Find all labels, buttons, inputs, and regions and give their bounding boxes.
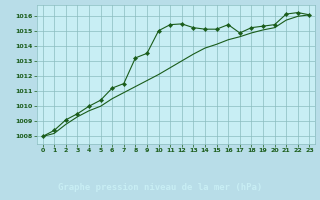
Text: Graphe pression niveau de la mer (hPa): Graphe pression niveau de la mer (hPa) [58, 183, 262, 192]
